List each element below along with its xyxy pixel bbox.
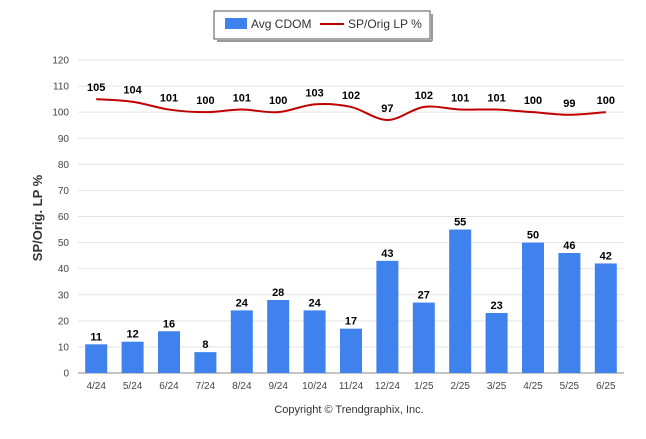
bar-labels: 11 12 16 8 24 28 24 17 43 27 55 23 50 46 42 xyxy=(90,217,612,352)
y-tick-label: 110 xyxy=(53,82,69,93)
bars xyxy=(85,229,617,373)
line-value-label: 101 xyxy=(160,93,178,105)
line-value-label: 104 xyxy=(123,85,142,97)
bar-value-label: 11 xyxy=(90,331,102,343)
x-tick-label: 3/25 xyxy=(487,381,507,392)
line-value-label: 105 xyxy=(87,82,105,94)
y-tick-label: 70 xyxy=(58,186,70,197)
bar-value-label: 55 xyxy=(454,217,466,229)
bar-11/24 xyxy=(340,328,362,373)
x-tick-label: 4/24 xyxy=(86,381,106,392)
line-value-label: 102 xyxy=(415,90,433,102)
y-tick-label: 80 xyxy=(58,160,70,171)
x-tick-label: 8/24 xyxy=(232,381,252,392)
bar-6/24 xyxy=(158,331,180,373)
y-tick-label: 90 xyxy=(58,134,70,145)
bar-value-label: 24 xyxy=(308,297,321,309)
bar-value-label: 43 xyxy=(381,248,393,260)
bar-7/24 xyxy=(194,352,217,373)
legend-label-line: SP/Orig LP % xyxy=(348,17,422,31)
x-tick-label: 11/24 xyxy=(339,381,364,392)
line-path-sp-orig-lp xyxy=(96,98,606,121)
x-tick-label: 5/24 xyxy=(123,381,143,392)
x-axis-ticks: 4/24 5/24 6/24 7/24 8/24 9/24 10/24 11/24 12/24 1… xyxy=(86,381,616,392)
line-value-label: 102 xyxy=(342,90,360,102)
bar-value-label: 27 xyxy=(418,290,430,302)
bar-value-label: 8 xyxy=(202,339,208,351)
bar-5/24 xyxy=(121,341,144,373)
bar-4/24 xyxy=(85,344,108,373)
line-value-label: 101 xyxy=(233,93,251,105)
line-value-label: 99 xyxy=(563,98,575,110)
line-value-label: 97 xyxy=(381,103,393,115)
bar-value-label: 23 xyxy=(490,300,502,312)
x-tick-label: 9/24 xyxy=(268,381,288,392)
y-axis-ticks: 0 10 20 30 40 50 60 70 80 90 100 110 120 xyxy=(52,56,69,380)
bar-8/24 xyxy=(230,310,253,373)
y-tick-label: 40 xyxy=(58,264,70,275)
y-tick-label: 0 xyxy=(63,369,69,380)
bar-value-label: 50 xyxy=(527,230,539,242)
x-tick-label: 6/24 xyxy=(159,381,179,392)
bar-5/25 xyxy=(558,253,581,373)
bar-value-label: 46 xyxy=(563,240,575,252)
line-value-label: 100 xyxy=(597,95,615,107)
line-value-label: 101 xyxy=(451,93,469,105)
bar-value-label: 24 xyxy=(236,297,249,309)
y-tick-label: 100 xyxy=(52,108,69,119)
x-tick-label: 2/25 xyxy=(450,381,470,392)
line-value-label: 100 xyxy=(196,95,214,107)
x-tick-label: 5/25 xyxy=(560,381,580,392)
x-tick-label: 6/25 xyxy=(596,381,616,392)
line-labels: 105 104 101 100 101 100 103 102 97 102 101 101 100 99… xyxy=(87,82,615,115)
bar-value-label: 17 xyxy=(345,316,357,328)
bar-2/25 xyxy=(449,229,472,373)
bar-9/24 xyxy=(267,299,290,373)
line-value-label: 103 xyxy=(305,87,323,99)
y-tick-label: 60 xyxy=(58,212,70,223)
line-value-label: 100 xyxy=(524,95,542,107)
bar-6/25 xyxy=(594,263,617,373)
y-tick-label: 120 xyxy=(52,56,69,67)
x-tick-label: 1/25 xyxy=(414,381,434,392)
bar-4/25 xyxy=(522,242,544,373)
line-series xyxy=(96,98,606,121)
line-value-label: 100 xyxy=(269,95,287,107)
y-tick-label: 20 xyxy=(58,316,70,327)
bar-value-label: 42 xyxy=(600,250,612,262)
x-tick-label: 10/24 xyxy=(302,381,327,392)
legend-label-bar: Avg CDOM xyxy=(251,17,311,31)
bar-10/24 xyxy=(303,310,326,373)
y-tick-label: 50 xyxy=(58,238,70,249)
x-tick-label: 12/24 xyxy=(375,381,400,392)
bar-value-label: 16 xyxy=(163,318,175,330)
legend: Avg CDOM SP/Orig LP % xyxy=(213,10,433,42)
copyright-credit: Copyright © Trendgraphix, Inc. xyxy=(274,404,423,416)
bar-12/24 xyxy=(376,260,399,373)
y-axis-label: SP/Orig. LP % xyxy=(30,174,45,261)
legend-swatch-bar xyxy=(225,18,247,29)
line-value-label: 101 xyxy=(487,93,505,105)
bar-value-label: 12 xyxy=(126,329,138,341)
y-tick-label: 10 xyxy=(58,342,70,353)
bar-1/25 xyxy=(412,302,435,373)
y-tick-label: 30 xyxy=(58,290,70,301)
bar-value-label: 28 xyxy=(272,287,284,299)
bar-3/25 xyxy=(485,313,508,373)
x-tick-label: 4/25 xyxy=(523,381,543,392)
x-tick-label: 7/24 xyxy=(196,381,216,392)
